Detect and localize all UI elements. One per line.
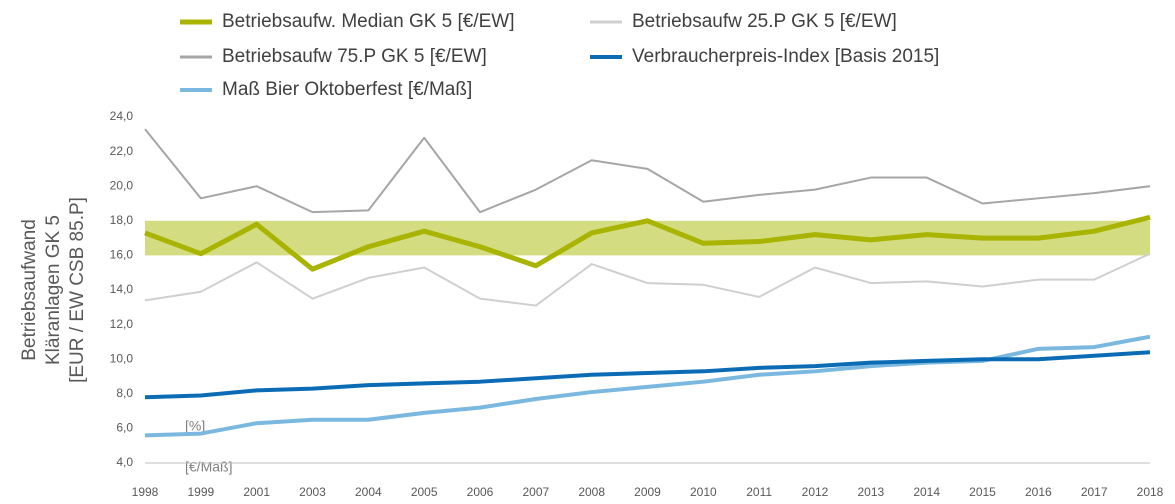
y-tick-label: 6,0 bbox=[116, 421, 133, 435]
legend-label: Verbraucherpreis-Index [Basis 2015] bbox=[632, 46, 939, 67]
series-line bbox=[144, 128, 1151, 214]
x-tick-label: 2011 bbox=[746, 485, 772, 499]
y-tick-label: 24,0 bbox=[110, 109, 134, 123]
legend-label: Betriebsaufw 75.P GK 5 [€/EW] bbox=[222, 46, 487, 67]
series-line bbox=[144, 350, 1151, 400]
x-tick-label: 1998 bbox=[132, 485, 159, 499]
x-tick-label: 2016 bbox=[1025, 485, 1052, 499]
x-tick-label: 2008 bbox=[578, 485, 605, 499]
x-tick-label: 1999 bbox=[187, 485, 214, 499]
x-tick-label: 2010 bbox=[690, 485, 717, 499]
annotation: [%] bbox=[185, 418, 205, 434]
y-tick-label: 4,0 bbox=[116, 455, 133, 469]
x-tick-label: 2005 bbox=[411, 485, 438, 499]
series-line bbox=[144, 252, 1151, 307]
x-tick-label: 2017 bbox=[1081, 485, 1108, 499]
y-tick-label: 8,0 bbox=[116, 386, 133, 400]
x-tick-label: 2007 bbox=[522, 485, 549, 499]
y-tick-label: 20,0 bbox=[110, 178, 134, 192]
x-tick-label: 2009 bbox=[634, 485, 661, 499]
y-tick-label: 12,0 bbox=[110, 317, 134, 331]
x-tick-label: 2014 bbox=[913, 485, 940, 499]
y-axis-label: Kläranlagen GK 5 bbox=[43, 215, 64, 365]
y-tick-label: 18,0 bbox=[110, 213, 134, 227]
legend-label: Maß Bier Oktoberfest [€/Maß] bbox=[222, 79, 472, 100]
x-tick-label: 2001 bbox=[243, 485, 270, 499]
series-line bbox=[144, 214, 1151, 272]
x-tick-label: 2013 bbox=[857, 485, 884, 499]
legend-label: Betriebsaufw 25.P GK 5 [€/EW] bbox=[632, 11, 897, 32]
x-tick-label: 2018 bbox=[1137, 485, 1164, 499]
y-tick-label: 10,0 bbox=[110, 351, 134, 365]
series-line bbox=[144, 334, 1151, 438]
x-tick-label: 2012 bbox=[802, 485, 829, 499]
annotation: [€/Maß] bbox=[185, 459, 232, 475]
y-axis-label: Betriebsaufwand bbox=[19, 219, 40, 361]
x-tick-label: 2003 bbox=[299, 485, 326, 499]
y-axis-label: [EUR / EW CSB 85.P] bbox=[67, 197, 88, 383]
x-tick-label: 2015 bbox=[969, 485, 996, 499]
y-tick-label: 22,0 bbox=[110, 144, 134, 158]
x-tick-label: 2004 bbox=[355, 485, 382, 499]
x-tick-label: 2006 bbox=[467, 485, 494, 499]
y-tick-label: 16,0 bbox=[110, 248, 134, 262]
y-tick-label: 14,0 bbox=[110, 282, 134, 296]
legend-label: Betriebsaufw. Median GK 5 [€/EW] bbox=[222, 11, 515, 32]
